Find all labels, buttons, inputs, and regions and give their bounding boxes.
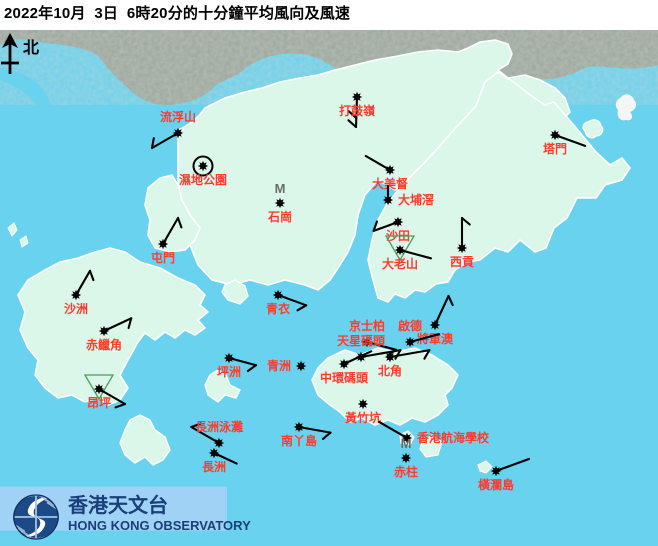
svg-text:京士柏: 京士柏 <box>349 318 385 333</box>
svg-text:打鼓嶺: 打鼓嶺 <box>339 103 376 118</box>
svg-text:中環碼頭: 中環碼頭 <box>320 370 369 385</box>
svg-text:石崗: 石崗 <box>267 209 292 224</box>
svg-text:大美督: 大美督 <box>372 176 408 191</box>
svg-text:昂坪: 昂坪 <box>87 396 111 410</box>
svg-text:長洲泳灘: 長洲泳灘 <box>195 419 243 434</box>
svg-text:赤柱: 赤柱 <box>394 464 418 479</box>
svg-text:長洲: 長洲 <box>202 459 226 474</box>
svg-text:屯門: 屯門 <box>151 250 175 265</box>
svg-text:大埔滘: 大埔滘 <box>398 192 434 207</box>
svg-text:西貢: 西貢 <box>450 255 474 269</box>
svg-text:M: M <box>275 181 286 196</box>
svg-text:青洲: 青洲 <box>267 358 291 373</box>
svg-text:M: M <box>401 436 412 451</box>
svg-text:南丫島: 南丫島 <box>281 433 317 448</box>
svg-text:黃竹坑: 黃竹坑 <box>344 410 381 425</box>
svg-text:濕地公園: 濕地公園 <box>179 172 227 187</box>
svg-text:大老山: 大老山 <box>382 256 418 271</box>
svg-text:啟德: 啟德 <box>398 318 422 333</box>
svg-text:HONG KONG OBSERVATORY: HONG KONG OBSERVATORY <box>68 518 251 533</box>
svg-text:塔門: 塔門 <box>543 141 567 156</box>
svg-text:北: 北 <box>23 39 39 57</box>
svg-text:青衣: 青衣 <box>266 301 290 316</box>
svg-text:橫瀾島: 橫瀾島 <box>478 477 514 492</box>
svg-text:香港天文台: 香港天文台 <box>68 493 168 517</box>
svg-text:沙洲: 沙洲 <box>64 302 88 316</box>
svg-text:赤鱲角: 赤鱲角 <box>86 337 122 352</box>
svg-text:天星碼頭: 天星碼頭 <box>337 333 386 348</box>
svg-text:坪洲: 坪洲 <box>217 365 241 379</box>
svg-text:流浮山: 流浮山 <box>160 109 196 124</box>
svg-text:香港航海學校: 香港航海學校 <box>416 430 490 445</box>
svg-text:北角: 北角 <box>378 363 402 378</box>
